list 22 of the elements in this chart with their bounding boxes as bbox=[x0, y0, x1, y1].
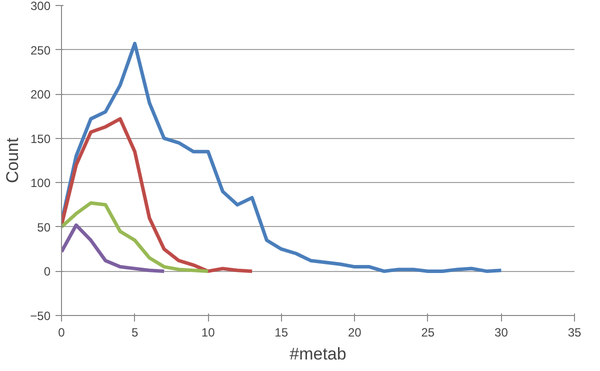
x-tick-label: 35 bbox=[568, 326, 582, 340]
y-tick-label: 100 bbox=[30, 176, 51, 190]
line-series bbox=[62, 223, 166, 273]
x-tick-label: 10 bbox=[201, 326, 216, 340]
line-series bbox=[62, 42, 503, 273]
x-tick-label: 30 bbox=[494, 326, 508, 340]
y-tick-label: 150 bbox=[30, 132, 51, 146]
x-tick-label: 5 bbox=[131, 326, 138, 340]
x-tick-label: 25 bbox=[421, 326, 435, 340]
x-tick-label: 15 bbox=[274, 326, 288, 340]
y-tick-label: 50 bbox=[37, 220, 51, 234]
y-tick-label: 200 bbox=[30, 88, 51, 102]
line-series bbox=[62, 201, 210, 273]
y-axis-title: Count bbox=[3, 138, 22, 184]
y-tick-label: −50 bbox=[30, 309, 51, 323]
x-tick-label: 0 bbox=[58, 326, 66, 340]
x-axis-title: #metab bbox=[290, 344, 346, 364]
x-tick-label: 20 bbox=[348, 326, 362, 340]
y-tick-label: 300 bbox=[30, 0, 51, 13]
y-tick-label: 0 bbox=[44, 264, 51, 279]
y-tick-label: 250 bbox=[30, 43, 51, 58]
line-series bbox=[62, 117, 254, 273]
